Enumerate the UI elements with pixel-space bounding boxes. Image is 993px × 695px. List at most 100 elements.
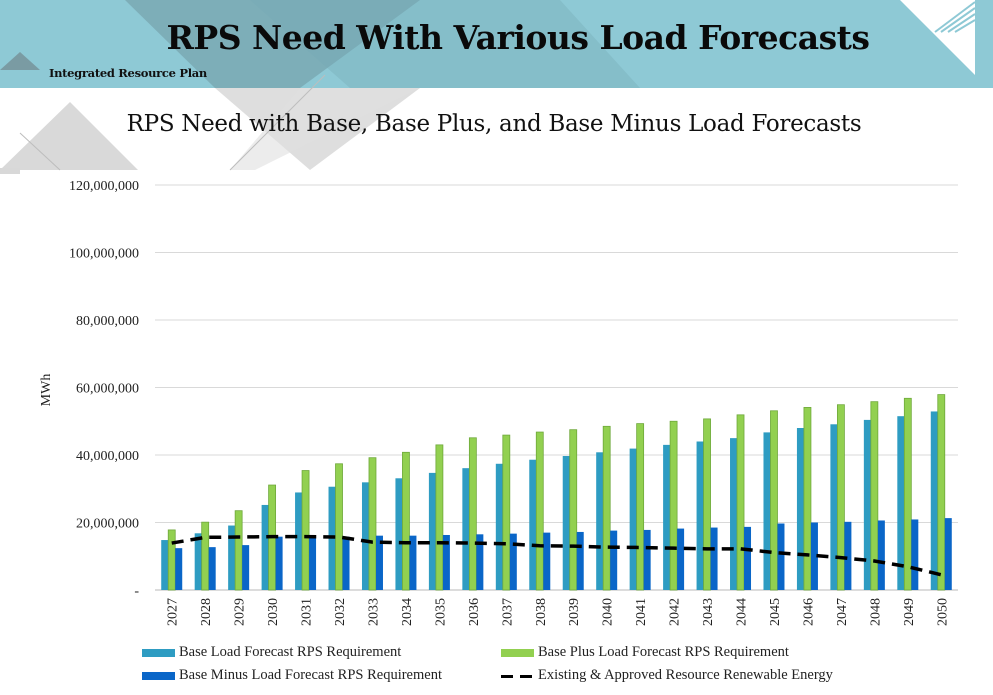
bar-base-plus-load-forecast-rps-requirement xyxy=(703,418,711,591)
x-tick-label: 2029 xyxy=(233,598,248,626)
bar-base-minus-load-forecast-rps-requirement xyxy=(175,548,183,590)
chart-title: RPS Need with Base, Base Plus, and Base … xyxy=(126,111,862,137)
x-tick-label: 2042 xyxy=(668,598,683,626)
legend-swatch-base-plus xyxy=(501,648,534,657)
x-tick-label: 2048 xyxy=(868,598,883,626)
bar-base-minus-load-forecast-rps-requirement xyxy=(810,522,818,590)
y-tick-label: 40,000,000 xyxy=(76,449,139,464)
bar-base-load-forecast-rps-requirement xyxy=(395,478,403,590)
y-axis-ticks: - 20,000,000 40,000,000 60,000,000 80,000,00… xyxy=(69,179,139,599)
bar-base-load-forecast-rps-requirement xyxy=(462,468,470,590)
bar-base-plus-load-forecast-rps-requirement xyxy=(234,510,243,591)
bar-base-load-forecast-rps-requirement xyxy=(529,459,537,590)
x-tick-label: 2027 xyxy=(166,598,181,626)
bar-base-load-forecast-rps-requirement xyxy=(897,416,905,590)
bar-base-plus-load-forecast-rps-requirement xyxy=(736,414,745,591)
x-tick-label: 2035 xyxy=(433,598,448,626)
x-tick-label: 2047 xyxy=(835,598,850,626)
bar-base-plus-load-forecast-rps-requirement xyxy=(301,470,310,591)
bar-base-minus-load-forecast-rps-requirement xyxy=(442,534,450,590)
legend-label-base: Base Load Forecast RPS Requirement xyxy=(179,644,402,660)
bar-base-plus-load-forecast-rps-requirement xyxy=(836,404,845,591)
bar-base-minus-load-forecast-rps-requirement xyxy=(844,521,852,590)
bar-base-plus-load-forecast-rps-requirement xyxy=(435,444,444,591)
legend-label-base-minus: Base Minus Load Forecast RPS Requirement xyxy=(179,667,442,683)
x-tick-label: 2033 xyxy=(366,598,381,626)
bar-base-minus-load-forecast-rps-requirement xyxy=(509,533,517,590)
slide-subtitle: Integrated Resource Plan xyxy=(49,66,207,80)
legend-item-base: Base Load Forecast RPS Requirement xyxy=(142,644,401,661)
x-tick-label: 2037 xyxy=(500,598,515,626)
bar-base-load-forecast-rps-requirement xyxy=(295,492,303,590)
legend-item-base-minus: Base Minus Load Forecast RPS Requirement xyxy=(142,667,442,684)
y-axis-label: MWh xyxy=(39,374,54,407)
bar-base-plus-load-forecast-rps-requirement xyxy=(669,420,678,591)
gridlines xyxy=(155,184,958,591)
bar-base-load-forecast-rps-requirement xyxy=(428,472,436,590)
bar-base-load-forecast-rps-requirement xyxy=(261,504,269,590)
bar-base-plus-load-forecast-rps-requirement xyxy=(201,521,210,591)
bar-base-minus-load-forecast-rps-requirement xyxy=(777,523,785,590)
bar-base-load-forecast-rps-requirement xyxy=(596,452,604,590)
x-tick-label: 2040 xyxy=(601,598,616,626)
x-tick-label: 2036 xyxy=(467,598,482,626)
bar-base-minus-load-forecast-rps-requirement xyxy=(677,528,685,590)
bar-base-minus-load-forecast-rps-requirement xyxy=(911,519,919,590)
bar-base-load-forecast-rps-requirement xyxy=(763,432,771,590)
x-tick-label: 2039 xyxy=(567,598,582,626)
deco-line-1 xyxy=(19,132,61,171)
bar-base-load-forecast-rps-requirement xyxy=(629,448,637,590)
bar-base-load-forecast-rps-requirement xyxy=(161,540,169,590)
bar-base-minus-load-forecast-rps-requirement xyxy=(275,536,283,590)
bar-base-minus-load-forecast-rps-requirement xyxy=(476,534,484,590)
bar-base-plus-load-forecast-rps-requirement xyxy=(937,394,946,591)
x-tick-label: 2043 xyxy=(701,598,716,626)
y-tick-label: 80,000,000 xyxy=(76,314,139,329)
bar-base-minus-load-forecast-rps-requirement xyxy=(309,536,317,590)
bar-base-load-forecast-rps-requirement xyxy=(194,533,202,590)
gray-triangle-1 xyxy=(0,102,138,170)
deco-line-2 xyxy=(229,74,326,171)
bar-base-load-forecast-rps-requirement xyxy=(495,463,503,590)
legend-label-base-plus: Base Plus Load Forecast RPS Requirement xyxy=(538,644,789,660)
x-tick-label: 2041 xyxy=(634,598,649,626)
bar-base-plus-load-forecast-rps-requirement xyxy=(468,437,477,591)
x-axis-ticks: 2027 2028 2029 2030 2031 2032 2033 2034 2035 2036… xyxy=(166,598,951,626)
bar-base-plus-load-forecast-rps-requirement xyxy=(335,463,343,591)
y-tick-label: 20,000,000 xyxy=(76,517,139,532)
x-tick-label: 2046 xyxy=(801,598,816,626)
legend-item-existing: Existing & Approved Resource Renewable E… xyxy=(501,667,833,684)
bar-base-load-forecast-rps-requirement xyxy=(562,456,570,590)
bar-base-minus-load-forecast-rps-requirement xyxy=(342,536,350,590)
bar-base-plus-load-forecast-rps-requirement xyxy=(569,429,578,591)
header-shade-triangle xyxy=(125,0,420,88)
legend-item-base-plus: Base Plus Load Forecast RPS Requirement xyxy=(501,644,789,661)
bar-base-load-forecast-rps-requirement xyxy=(361,482,369,590)
legend-swatch-existing-dashed xyxy=(501,672,534,680)
bar-base-load-forecast-rps-requirement xyxy=(930,411,938,590)
bar-base-minus-load-forecast-rps-requirement xyxy=(610,530,618,590)
bar-base-load-forecast-rps-requirement xyxy=(730,438,738,590)
bar-base-load-forecast-rps-requirement xyxy=(228,525,236,590)
bar-base-plus-load-forecast-rps-requirement xyxy=(167,529,176,591)
bar-base-minus-load-forecast-rps-requirement xyxy=(944,518,952,590)
x-tick-label: 2028 xyxy=(199,598,214,626)
x-tick-label: 2031 xyxy=(300,598,315,626)
x-tick-label: 2034 xyxy=(400,598,415,626)
bar-base-plus-load-forecast-rps-requirement xyxy=(535,431,544,591)
y-tick-label: 100,000,000 xyxy=(69,247,139,262)
x-tick-label: 2045 xyxy=(768,598,783,626)
y-tick-label: - xyxy=(134,584,139,599)
bar-base-plus-load-forecast-rps-requirement xyxy=(870,401,879,591)
x-tick-label: 2030 xyxy=(266,598,281,626)
bar-base-minus-load-forecast-rps-requirement xyxy=(208,547,216,590)
bar-base-minus-load-forecast-rps-requirement xyxy=(643,529,651,590)
x-tick-label: 2044 xyxy=(735,598,750,626)
bar-base-plus-load-forecast-rps-requirement xyxy=(803,407,812,591)
bar-base-load-forecast-rps-requirement xyxy=(696,441,704,590)
bar-base-plus-load-forecast-rps-requirement xyxy=(502,434,511,591)
bar-base-minus-load-forecast-rps-requirement xyxy=(877,520,885,590)
bar-base-load-forecast-rps-requirement xyxy=(663,444,671,590)
